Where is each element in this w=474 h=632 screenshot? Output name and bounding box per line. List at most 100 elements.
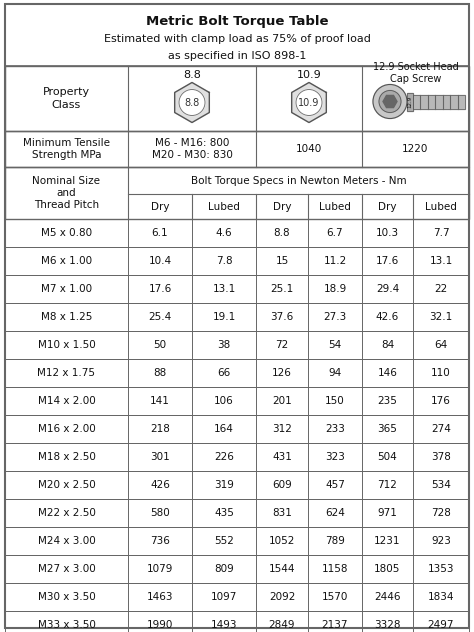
Text: 552: 552 [214,536,234,546]
Text: Bolt Torque Specs in Newton Meters - Nm: Bolt Torque Specs in Newton Meters - Nm [191,176,406,186]
Text: 7.8: 7.8 [216,256,232,266]
Text: 1220: 1220 [402,144,428,154]
Bar [5,167,469,219]
Text: M8 x 1.25: M8 x 1.25 [41,312,92,322]
Bar [5,303,469,331]
Text: M16 x 2.00: M16 x 2.00 [37,424,95,434]
Text: Dry: Dry [151,202,169,212]
Text: 72: 72 [275,340,289,350]
Text: 106: 106 [214,396,234,406]
Text: 1544: 1544 [269,564,295,574]
Text: 378: 378 [431,452,451,462]
Bar [407,92,413,111]
Text: 10.9: 10.9 [298,97,319,107]
Text: 22: 22 [434,284,447,294]
Text: 1158: 1158 [322,564,348,574]
Text: 1493: 1493 [211,620,237,630]
Text: M22 x 2.50: M22 x 2.50 [37,508,95,518]
Bar [5,527,469,555]
Bar [5,219,469,247]
Text: 1834: 1834 [428,592,454,602]
Text: 624: 624 [325,508,345,518]
Text: 233: 233 [325,424,345,434]
Text: 431: 431 [272,452,292,462]
Text: 18.9: 18.9 [323,284,346,294]
Bar [5,583,469,611]
Text: 12.9: 12.9 [408,95,412,107]
Text: 1079: 1079 [147,564,173,574]
Text: 534: 534 [431,480,451,490]
Text: M6 x 1.00: M6 x 1.00 [41,256,92,266]
Text: 64: 64 [434,340,447,350]
Text: 789: 789 [325,536,345,546]
Bar [5,131,469,167]
Text: 88: 88 [154,368,167,378]
Text: 146: 146 [378,368,397,378]
Text: M10 x 1.50: M10 x 1.50 [37,340,95,350]
Text: M24 x 3.00: M24 x 3.00 [37,536,95,546]
Text: 8.8: 8.8 [183,70,201,80]
Text: 504: 504 [378,452,397,462]
Text: 66: 66 [218,368,231,378]
Text: M5 x 0.80: M5 x 0.80 [41,228,92,238]
Polygon shape [175,83,210,123]
Bar [5,359,469,387]
Text: 10.4: 10.4 [148,256,172,266]
Text: 50: 50 [154,340,166,350]
Text: 2497: 2497 [428,620,454,630]
Text: 38: 38 [218,340,231,350]
Text: 426: 426 [150,480,170,490]
Text: as specified in ISO 898-1: as specified in ISO 898-1 [168,51,306,61]
Text: 226: 226 [214,452,234,462]
Text: M14 x 2.00: M14 x 2.00 [37,396,95,406]
Bar [5,4,469,66]
Text: Minimum Tensile
Strength MPa: Minimum Tensile Strength MPa [23,138,110,160]
Bar [5,471,469,499]
Text: 3328: 3328 [374,620,401,630]
Text: 235: 235 [378,396,397,406]
Text: 1990: 1990 [147,620,173,630]
Text: 1040: 1040 [296,144,322,154]
Text: 10.3: 10.3 [376,228,399,238]
Bar [5,275,469,303]
Bar [413,95,465,109]
Polygon shape [292,83,326,123]
Bar [5,247,469,275]
Text: M20 x 2.50: M20 x 2.50 [37,480,95,490]
Text: M27 x 3.00: M27 x 3.00 [37,564,95,574]
Text: 2446: 2446 [374,592,401,602]
Text: M33 x 3.50: M33 x 3.50 [37,620,95,630]
Text: 7.7: 7.7 [433,228,449,238]
Text: 150: 150 [325,396,345,406]
Bar [5,415,469,443]
Text: 110: 110 [431,368,451,378]
Text: 25.4: 25.4 [148,312,172,322]
Text: 1463: 1463 [147,592,173,602]
Polygon shape [383,95,397,107]
Text: 6.1: 6.1 [152,228,168,238]
Text: Estimated with clamp load as 75% of proof load: Estimated with clamp load as 75% of proo… [103,33,371,44]
Text: 971: 971 [378,508,397,518]
Text: Dry: Dry [273,202,291,212]
Text: 164: 164 [214,424,234,434]
Text: 319: 319 [214,480,234,490]
Text: 12.9 Socket Head
Cap Screw: 12.9 Socket Head Cap Screw [373,62,458,84]
Text: 17.6: 17.6 [148,284,172,294]
Text: Lubed: Lubed [425,202,457,212]
Text: 141: 141 [150,396,170,406]
Circle shape [379,90,401,112]
Text: 1052: 1052 [269,536,295,546]
Bar [5,611,469,632]
Bar [5,66,469,131]
Text: 8.8: 8.8 [184,97,200,107]
Text: 13.1: 13.1 [212,284,236,294]
Text: M12 x 1.75: M12 x 1.75 [37,368,95,378]
Text: 736: 736 [150,536,170,546]
Text: 15: 15 [275,256,289,266]
Text: 1353: 1353 [428,564,454,574]
Circle shape [296,90,322,116]
Bar [5,555,469,583]
Text: 831: 831 [272,508,292,518]
Text: 176: 176 [431,396,451,406]
Text: M6 - M16: 800
M20 - M30: 830: M6 - M16: 800 M20 - M30: 830 [152,138,232,160]
